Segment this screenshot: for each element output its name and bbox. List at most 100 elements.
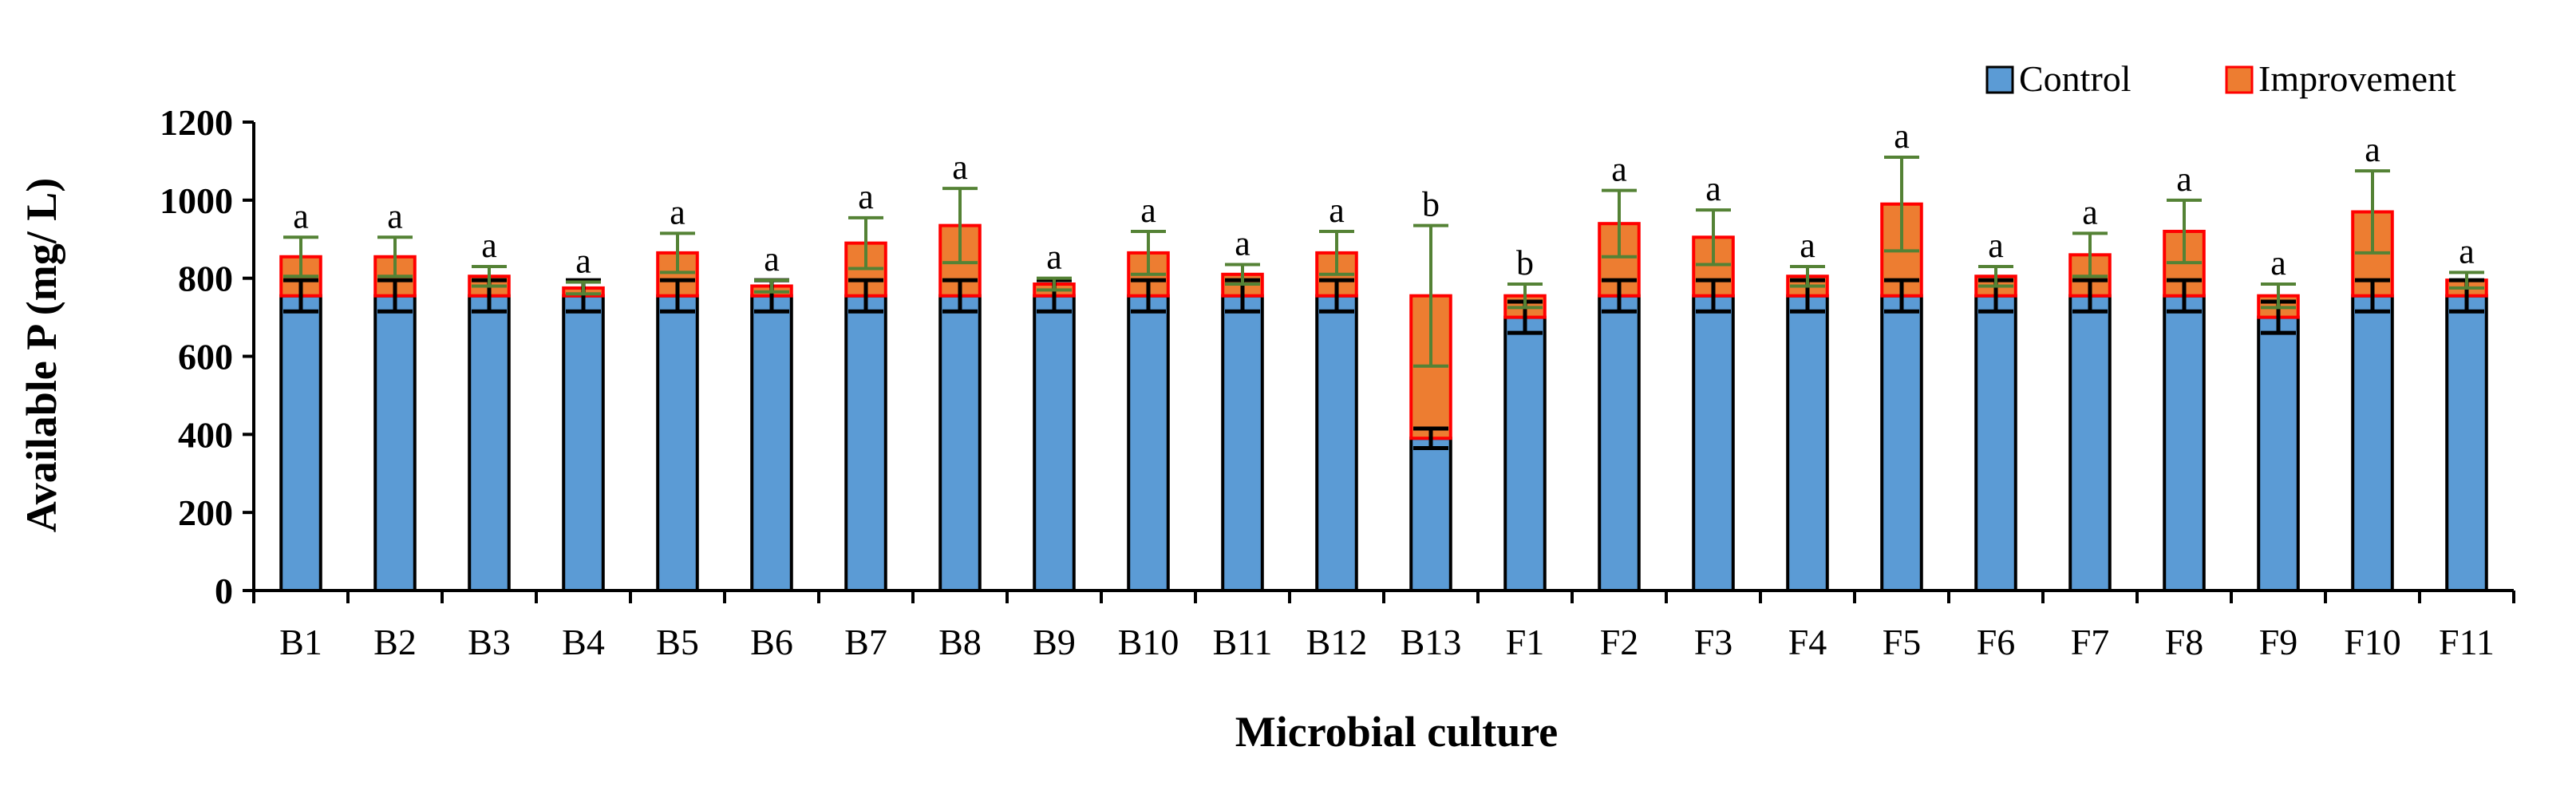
- bar-control-F3: [1692, 294, 1735, 592]
- significance-label-B7: a: [858, 177, 874, 216]
- significance-label-F11: a: [2459, 231, 2475, 271]
- y-tick-label: 1000: [160, 180, 233, 221]
- bar-control-F10: [2351, 294, 2394, 592]
- bar-control-F8: [2163, 294, 2206, 592]
- significance-label-F3: a: [1705, 169, 1721, 208]
- bar-control-B1: [279, 294, 322, 592]
- error-bar-improvement-B1: [283, 235, 318, 279]
- error-bar-improvement-B4: [566, 280, 601, 296]
- bar-control-B6: [750, 294, 793, 592]
- error-bar-control-F10: [2355, 278, 2390, 314]
- error-bar-control-F3: [1696, 278, 1731, 314]
- x-tick-label-B2: B2: [373, 622, 417, 662]
- x-tick-label-F8: F8: [2165, 622, 2204, 662]
- significance-label-B10: a: [1140, 191, 1156, 230]
- bar-control-F6: [1974, 294, 2017, 592]
- x-tick-label-B12: B12: [1306, 622, 1368, 662]
- significance-label-F5: a: [1894, 117, 1910, 156]
- significance-label-B13: b: [1422, 185, 1440, 224]
- error-bar-control-F2: [1602, 278, 1637, 314]
- axes: 0 200 400 600 800 1000 1200: [160, 102, 2515, 611]
- x-tick-label-F7: F7: [2071, 622, 2110, 662]
- x-tick-label-B8: B8: [938, 622, 982, 662]
- error-bar-improvement-B2: [377, 235, 413, 279]
- error-bar-improvement-F10: [2355, 169, 2390, 255]
- significance-label-B6: a: [764, 239, 780, 279]
- x-tick-label-B10: B10: [1118, 622, 1179, 662]
- y-tick-label: 600: [178, 337, 233, 377]
- significance-label-B2: a: [387, 196, 403, 235]
- y-tick-label: 0: [215, 571, 233, 611]
- bar-control-B5: [656, 294, 699, 592]
- x-tick-label-F9: F9: [2259, 622, 2298, 662]
- y-tick-label: 1200: [160, 102, 233, 143]
- bar-control-B4: [562, 294, 605, 592]
- error-bar-improvement-B8: [942, 187, 978, 265]
- bar-control-B12: [1315, 294, 1358, 592]
- x-tick-label-F10: F10: [2344, 622, 2401, 662]
- x-tick-label-B5: B5: [656, 622, 699, 662]
- bar-control-B13: [1409, 437, 1452, 592]
- x-tick-label-F4: F4: [1788, 622, 1827, 662]
- significance-label-F8: a: [2176, 160, 2192, 199]
- error-bar-control-F8: [2167, 278, 2202, 314]
- bar-control-F11: [2445, 294, 2488, 592]
- significance-label-F9: a: [2270, 243, 2286, 282]
- y-tick-label: 800: [178, 259, 233, 299]
- error-bar-improvement-F4: [1790, 264, 1825, 288]
- error-bar-improvement-F3: [1696, 208, 1731, 267]
- bar-control-B8: [938, 294, 982, 592]
- significance-label-F4: a: [1800, 226, 1815, 265]
- error-bar-improvement-F1: [1507, 282, 1543, 310]
- error-bar-improvement-F8: [2167, 198, 2202, 265]
- bar-control-F4: [1786, 294, 1829, 592]
- bar-control-B10: [1127, 294, 1170, 592]
- y-tick-label: 200: [178, 492, 233, 533]
- error-bar-control-B5: [660, 278, 695, 314]
- error-bar-control-F7: [2072, 278, 2108, 314]
- error-bar-improvement-B9: [1037, 276, 1072, 292]
- y-axis-title: Available P (mg/ L): [18, 178, 65, 532]
- error-bars: [283, 156, 2484, 450]
- error-bar-improvement-F2: [1602, 188, 1637, 259]
- x-tick-label-B9: B9: [1033, 622, 1076, 662]
- error-bar-improvement-B13: [1413, 223, 1448, 368]
- x-tick-label-F5: F5: [1883, 622, 1922, 662]
- x-tick-label-B11: B11: [1213, 622, 1273, 662]
- significance-label-F1: b: [1516, 243, 1534, 282]
- bar-control-F2: [1598, 294, 1641, 592]
- significance-label-B5: a: [670, 192, 685, 231]
- legend-swatch-control: [1985, 65, 2014, 94]
- legend-label-control: Control: [2019, 58, 2132, 99]
- x-tick-label-B6: B6: [750, 622, 793, 662]
- error-bar-improvement-F11: [2449, 271, 2484, 290]
- significance-label-B1: a: [293, 196, 309, 235]
- error-bar-improvement-B3: [472, 264, 507, 288]
- significance-label-B4: a: [575, 242, 591, 281]
- x-tick-label-B7: B7: [844, 622, 887, 662]
- bars: [279, 202, 2488, 592]
- legend-swatch-improvement: [2225, 65, 2254, 94]
- bar-control-F9: [2257, 315, 2300, 592]
- significance-label-B8: a: [952, 148, 968, 187]
- bar-control-F1: [1503, 315, 1547, 592]
- significance-label-B3: a: [481, 226, 497, 265]
- error-bar-control-B2: [377, 278, 413, 314]
- error-bar-improvement-B5: [660, 231, 695, 275]
- bar-control-B11: [1221, 294, 1264, 592]
- bar-control-B7: [844, 294, 887, 592]
- error-bar-control-B12: [1319, 278, 1354, 314]
- error-bar-improvement-B7: [848, 215, 883, 271]
- x-tick-label-F11: F11: [2439, 622, 2495, 662]
- bar-control-B3: [468, 294, 511, 592]
- error-bar-control-B10: [1131, 278, 1166, 314]
- x-tick-label-B1: B1: [279, 622, 322, 662]
- error-bar-improvement-F5: [1884, 156, 1919, 253]
- significance-label-B9: a: [1046, 238, 1062, 277]
- error-bar-control-B7: [848, 278, 883, 314]
- error-bar-improvement-B6: [754, 279, 789, 294]
- error-bar-improvement-B10: [1131, 229, 1166, 276]
- error-bar-control-F5: [1884, 278, 1919, 314]
- significance-label-F10: a: [2365, 130, 2380, 169]
